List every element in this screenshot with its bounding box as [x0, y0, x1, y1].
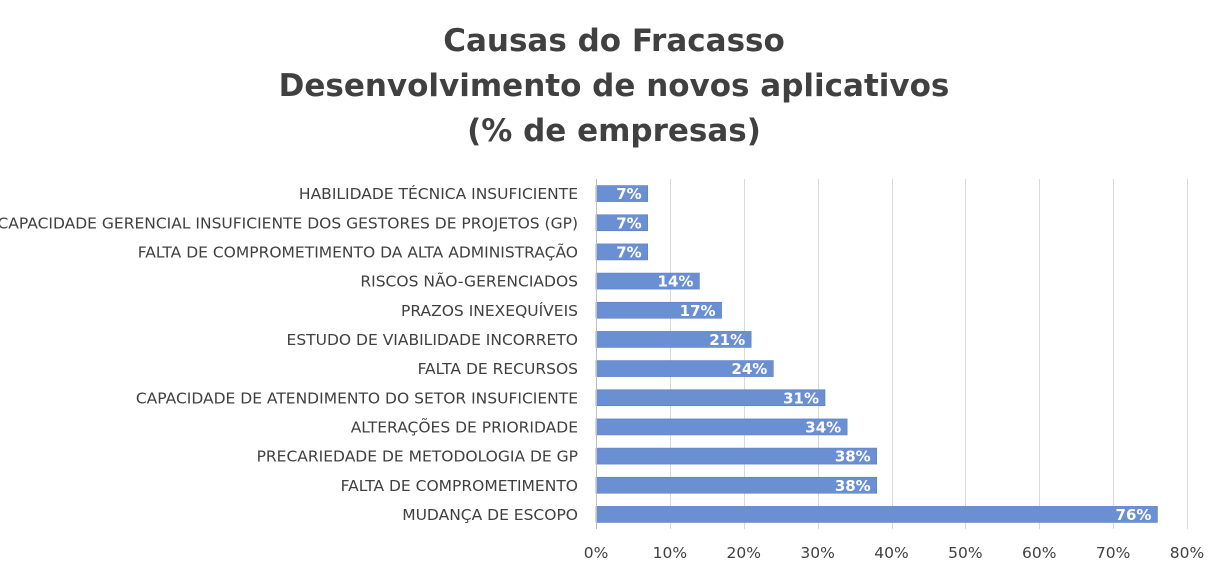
- category-label: CAPACIDADE GERENCIAL INSUFICIENTE DOS GE…: [0, 214, 578, 232]
- chart-title: Causas do Fracasso Desenvolvimento de no…: [279, 23, 950, 149]
- data-label: 14%: [658, 273, 694, 291]
- data-label: 76%: [1116, 506, 1152, 524]
- data-label: 7%: [616, 214, 641, 232]
- category-label: MUDANÇA DE ESCOPO: [402, 506, 578, 524]
- chart-title-line-1: Causas do Fracasso: [443, 23, 785, 59]
- x-axis-tick-labels: 0% 10% 20% 30% 40% 50% 60% 70% 80%: [584, 544, 1205, 562]
- bars: [595, 185, 1158, 523]
- chart-title-line-2: Desenvolvimento de novos aplicativos: [279, 68, 950, 104]
- x-tick-label: 20%: [727, 544, 761, 562]
- data-label: 21%: [709, 331, 745, 349]
- category-label: FALTA DE COMPROMETIMENTO DA ALTA ADMINIS…: [138, 242, 578, 261]
- category-label: FALTA DE RECURSOS: [418, 360, 578, 378]
- category-label: CAPACIDADE DE ATENDIMENTO DO SETOR INSUF…: [136, 389, 578, 407]
- x-tick-label: 80%: [1170, 544, 1204, 562]
- category-label: RISCOS NÃO-GERENCIADOS: [360, 272, 578, 291]
- gridlines: [670, 179, 1188, 529]
- category-labels: HABILIDADE TÉCNICA INSUFICIENTE CAPACIDAD…: [0, 184, 578, 524]
- data-label: 7%: [616, 185, 641, 203]
- category-label: ESTUDO DE VIABILIDADE INCORRETO: [287, 331, 578, 349]
- x-tick-label: 0%: [584, 544, 609, 562]
- x-tick-label: 70%: [1096, 544, 1130, 562]
- data-label: 31%: [783, 389, 819, 407]
- category-label: PRAZOS INEXEQUÍVEIS: [401, 301, 578, 320]
- data-label: 38%: [835, 477, 871, 495]
- chart-title-line-3: (% de empresas): [467, 113, 761, 149]
- category-label: FALTA DE COMPROMETIMENTO: [341, 477, 578, 495]
- data-label: 38%: [835, 448, 871, 466]
- data-label: 24%: [731, 360, 767, 378]
- x-tick-label: 30%: [800, 544, 834, 562]
- category-label: HABILIDADE TÉCNICA INSUFICIENTE: [299, 184, 578, 203]
- x-tick-label: 60%: [1022, 544, 1056, 562]
- bar: [595, 506, 1158, 523]
- data-label: 7%: [616, 243, 641, 261]
- category-label: PRECARIEDADE DE METODOLOGIA DE GP: [257, 448, 578, 466]
- x-tick-label: 40%: [874, 544, 908, 562]
- data-labels: 7% 7% 7% 14% 17% 21% 24% 31% 34% 38% 38% 76%: [616, 185, 1151, 524]
- data-label: 34%: [805, 418, 841, 436]
- category-label: ALTERAÇÕES DE PRIORIDADE: [351, 417, 578, 436]
- data-label: 17%: [680, 302, 716, 320]
- x-tick-label: 50%: [948, 544, 982, 562]
- x-tick-label: 10%: [653, 544, 687, 562]
